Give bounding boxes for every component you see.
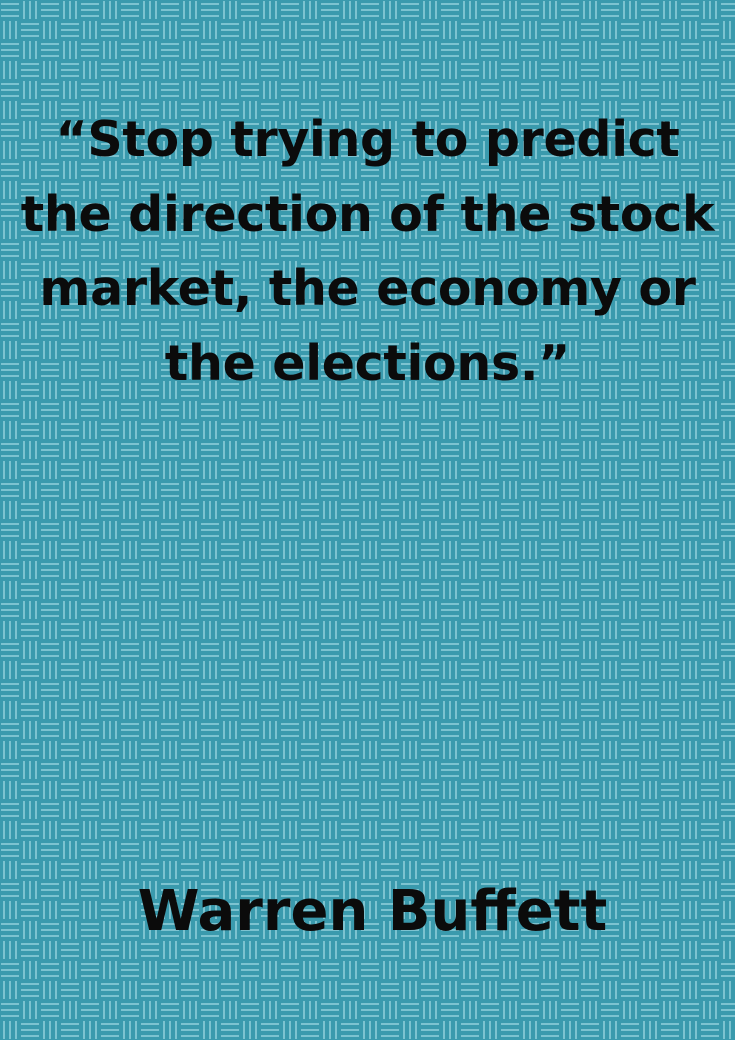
author-name: Warren Buffett: [137, 879, 608, 944]
quote-text: “Stop trying to predict the direction of…: [20, 111, 715, 392]
